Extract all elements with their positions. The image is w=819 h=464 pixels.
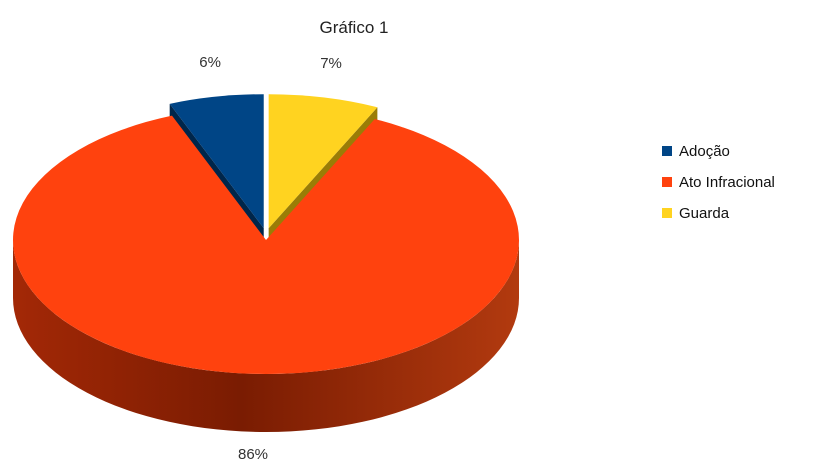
pie-slice-guarda bbox=[268, 94, 378, 229]
legend-swatch-guarda bbox=[662, 208, 672, 218]
pie-label-ato-infracional: 86% bbox=[238, 446, 268, 463]
pie-value-labels: 7% 86% 6% bbox=[199, 54, 342, 463]
legend-swatch-ato-infracional bbox=[662, 177, 672, 187]
legend-item-adocao: Adoção bbox=[662, 143, 730, 160]
pie-label-guarda: 7% bbox=[320, 55, 342, 72]
legend-label-ato-infracional: Ato Infracional bbox=[679, 174, 775, 191]
pie-slice-ato-infracional bbox=[12, 115, 519, 374]
pie-side-ato-infracional bbox=[13, 240, 519, 432]
legend-item-ato-infracional: Ato Infracional bbox=[662, 174, 775, 191]
legend: Adoção Ato Infracional Guarda bbox=[662, 143, 775, 222]
legend-swatch-adocao bbox=[662, 146, 672, 156]
pie-label-adocao: 6% bbox=[199, 54, 221, 71]
legend-label-guarda: Guarda bbox=[679, 205, 730, 222]
pie-slices bbox=[12, 94, 519, 374]
legend-label-adocao: Adoção bbox=[679, 143, 730, 160]
legend-item-guarda: Guarda bbox=[662, 205, 730, 222]
chart-title: Gráfico 1 bbox=[320, 18, 389, 37]
pie-slice-adocao bbox=[169, 94, 264, 229]
